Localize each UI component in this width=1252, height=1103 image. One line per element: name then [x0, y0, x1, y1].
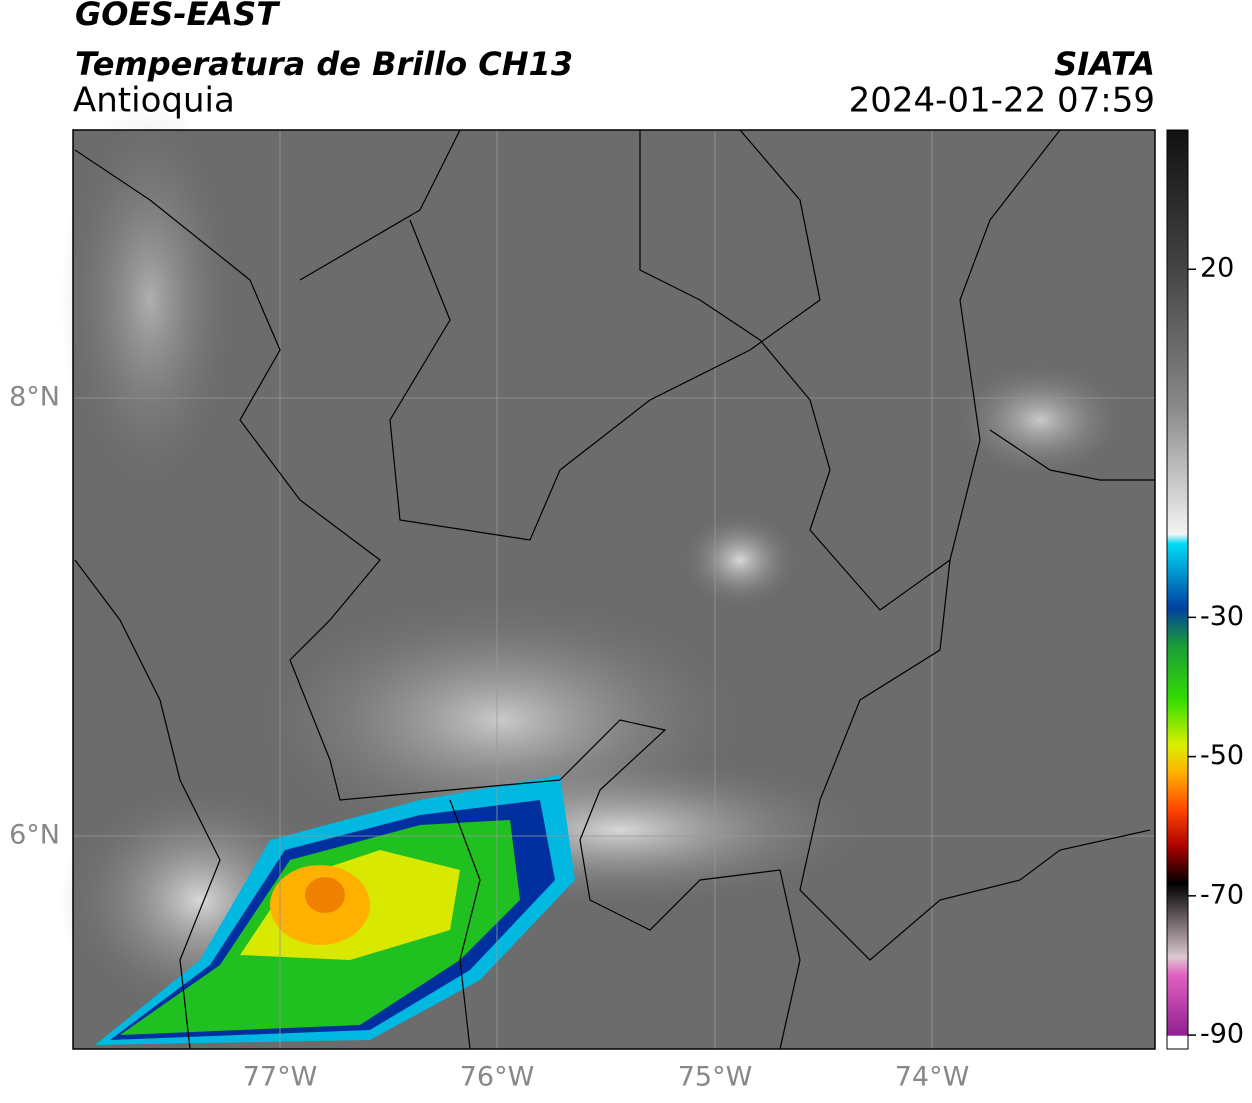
border	[449, 799, 481, 1050]
border	[74, 559, 221, 1050]
map-frame	[72, 129, 1156, 1050]
colorbar-tick-label: -50	[1200, 740, 1244, 771]
border	[639, 129, 1061, 611]
cloud	[950, 360, 1130, 480]
border	[989, 429, 1155, 481]
grid	[73, 130, 1155, 1049]
colorbar-ticks: 20 -30 -50 -70 -90	[1188, 253, 1244, 1050]
colorbar	[1166, 129, 1189, 1050]
lon-label: 75°W	[678, 1062, 753, 1093]
border	[74, 149, 561, 801]
colorbar-tick-label: -70	[1200, 879, 1244, 910]
map-area	[60, 100, 1156, 1050]
colorbar-tick-label: -30	[1200, 601, 1244, 632]
cloud	[60, 100, 240, 500]
datetime: 2024-01-22 07:59	[849, 81, 1155, 121]
border	[799, 559, 1151, 961]
cold-cloud	[305, 877, 345, 913]
subtitle: Temperatura de Brillo CH13	[75, 45, 573, 83]
lon-label: 76°W	[460, 1062, 535, 1093]
lat-label: 8°N	[9, 382, 60, 413]
lon-label: 74°W	[895, 1062, 970, 1093]
colorbar-tick-label: 20	[1200, 253, 1234, 284]
border	[299, 129, 461, 281]
title: GOES-EAST	[75, 0, 280, 33]
source: SIATA	[1054, 45, 1155, 83]
borders	[74, 129, 1155, 1050]
lat-label: 6°N	[9, 820, 60, 851]
colorbar-tick-label: -90	[1200, 1019, 1244, 1050]
cloud	[680, 510, 800, 610]
border	[559, 719, 801, 1050]
border	[389, 129, 821, 541]
lon-label: 77°W	[243, 1062, 318, 1093]
